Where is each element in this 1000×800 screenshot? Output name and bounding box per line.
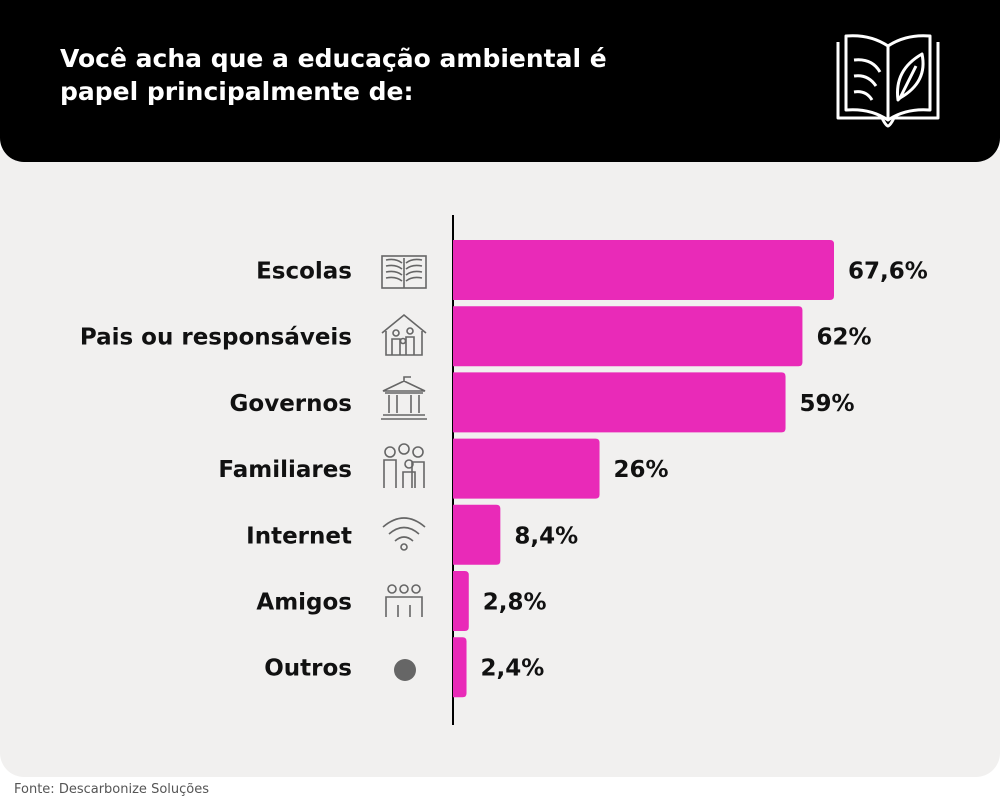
category-label: Pais ou responsáveis (80, 325, 352, 351)
icon-friends (385, 584, 423, 617)
source: Fonte: Descarbonize Soluções (14, 782, 209, 797)
chart-title: Você acha que a educação ambiental é pap… (60, 44, 607, 106)
bar (453, 306, 803, 367)
bar (453, 438, 600, 499)
header: Você acha que a educação ambiental é pap… (0, 0, 1000, 162)
category-label: Internet (246, 523, 352, 549)
bar (453, 637, 467, 698)
category-label: Amigos (256, 590, 352, 616)
icon-family (383, 443, 425, 488)
category-label: Governos (230, 391, 352, 417)
value-label: 59% (800, 391, 855, 417)
value-label: 26% (614, 457, 669, 483)
category-label: Escolas (256, 259, 352, 285)
category-label: Familiares (218, 457, 352, 483)
bar (453, 504, 501, 565)
category-icons (381, 255, 427, 681)
category-label: Outros (264, 656, 352, 682)
value-label: 2,8% (483, 590, 547, 616)
bar (453, 240, 834, 300)
value-label: 2,4% (481, 656, 545, 682)
bar (453, 571, 469, 631)
icon-wifi (382, 517, 426, 551)
chart: Escolas 67,6% Pais ou responsáveis 62% Gover… (80, 215, 928, 725)
icon-other (394, 659, 416, 681)
value-label: 67,6% (848, 259, 928, 285)
header-icon (836, 34, 940, 128)
bar (453, 372, 786, 433)
value-label: 8,4% (514, 523, 578, 549)
icon-house (381, 313, 427, 356)
icon-book (381, 255, 427, 289)
value-label: 62% (816, 325, 871, 351)
icon-government (381, 376, 427, 420)
